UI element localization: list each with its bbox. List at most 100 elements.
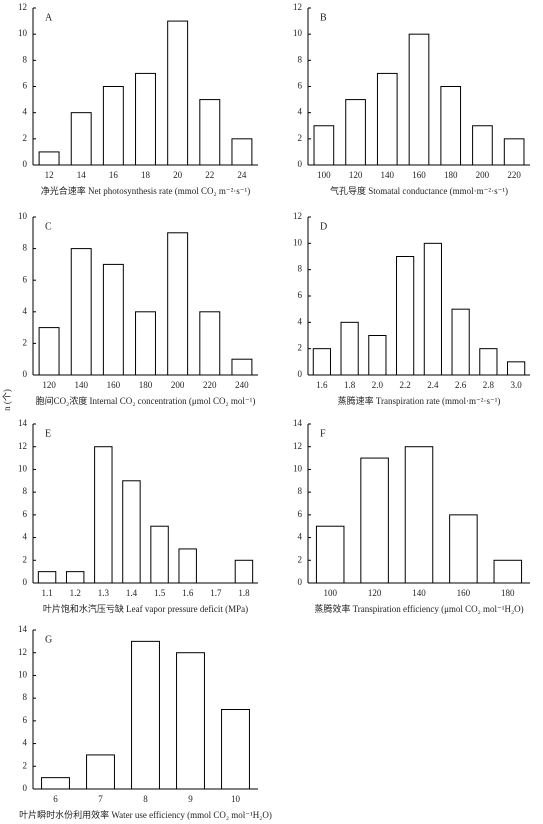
x-tick-label: 8 [143,794,148,804]
x-axis-label: 胞间CO₂浓度 Internal CO₂ concentration (μmol… [36,395,256,406]
x-tick-label: 180 [139,380,153,390]
bar [41,777,70,790]
bar [167,232,189,376]
x-tick-label: 160 [107,380,121,390]
bar [503,138,525,166]
x-tick-label: 160 [457,588,471,598]
x-tick-label: 200 [476,170,490,180]
panel-label: G [45,634,52,645]
x-tick-label: 18 [141,170,151,180]
x-axis-label: 蒸腾效率 Transpiration efficiency (μmol CO₂ … [314,603,523,614]
y-tick-label: 2 [23,133,28,143]
bar [368,335,387,376]
x-tick-label: 220 [507,170,521,180]
bar [408,33,430,166]
x-tick-label: 2.8 [483,380,495,390]
y-tick-label: 4 [23,306,28,316]
y-tick-label: 0 [23,577,28,587]
bar [38,327,60,376]
x-tick-label: 1.2 [70,588,81,598]
x-tick-label: 1.8 [344,380,356,390]
x-tick-label: 120 [368,588,382,598]
bar [396,256,415,376]
bar [423,242,442,376]
y-tick-label: 4 [23,532,28,542]
panel-label: E [45,428,51,439]
x-tick-label: 10 [231,794,241,804]
x-tick-label: 1.6 [316,380,328,390]
x-tick-label: 220 [203,380,217,390]
y-tick-label: 0 [23,369,28,379]
y-tick-label: 4 [298,532,303,542]
bar [312,348,331,376]
x-tick-label: 22 [205,170,214,180]
x-tick-label: 2.6 [455,380,467,390]
x-tick-label: 120 [349,170,363,180]
x-tick-label: 120 [42,380,56,390]
x-axis-label: 叶片饱和水汽压亏缺 Leaf vapor pressure deficit (M… [43,603,248,614]
y-tick-label: 4 [23,738,28,748]
x-tick-label: 3.0 [511,380,523,390]
y-tick-label: 12 [18,441,27,451]
y-tick-label: 0 [298,159,303,169]
x-tick-label: 100 [317,170,331,180]
bar [94,446,113,584]
panel-label: F [320,428,326,439]
x-tick-label: 14 [77,170,87,180]
y-tick-label: 14 [18,418,28,428]
x-tick-label: 1.5 [154,588,166,598]
x-tick-label: 1.1 [41,588,52,598]
y-tick-label: 14 [18,624,28,634]
x-tick-label: 160 [412,170,426,180]
x-tick-label: 9 [188,794,193,804]
bar [150,525,169,584]
bar [472,125,493,166]
bar [70,248,92,376]
y-tick-label: 6 [23,81,28,91]
x-tick-label: 16 [109,170,119,180]
bar [131,640,160,790]
x-tick-label: 140 [74,380,88,390]
panel-label: B [320,12,327,23]
bar [221,709,250,790]
x-axis-label: 净光合速率 Net photosynthesis rate (mmol CO₂ … [41,185,251,196]
x-tick-label: 20 [173,170,183,180]
x-tick-label: 240 [235,380,249,390]
y-tick-label: 8 [298,54,303,64]
bar [493,559,523,584]
panel-label: C [45,221,52,232]
bar [440,86,462,166]
bar [38,151,60,166]
y-tick-label: 2 [298,343,303,353]
bar [315,525,345,584]
bar [65,571,85,584]
x-tick-label: 200 [171,380,185,390]
y-tick-label: 6 [23,509,28,519]
x-tick-label: 180 [501,588,515,598]
y-tick-label: 10 [18,28,28,38]
y-tick-label: 2 [298,554,303,564]
bar [479,348,498,376]
y-tick-label: 6 [298,290,303,300]
y-tick-label: 8 [23,54,28,64]
y-tick-label: 2 [298,133,303,143]
y-tick-label: 8 [23,486,28,496]
y-tick-label: 0 [298,369,303,379]
y-tick-label: 8 [298,486,303,496]
x-tick-label: 12 [45,170,54,180]
bar [70,112,92,166]
bar [313,125,335,166]
bar [231,138,253,166]
bar [199,99,221,166]
y-tick-label: 12 [293,211,302,221]
y-tick-label: 10 [18,463,28,473]
x-tick-label: 6 [53,794,58,804]
bar [102,86,124,166]
x-axis-label: 气孔导度 Stomatal conductance (mmol·m⁻²·s⁻¹) [330,185,508,196]
y-axis-label: n (个) [2,389,12,411]
x-tick-label: 140 [381,170,395,180]
x-tick-label: 2.0 [372,380,384,390]
y-tick-label: 12 [293,441,302,451]
x-tick-label: 2.4 [427,380,439,390]
